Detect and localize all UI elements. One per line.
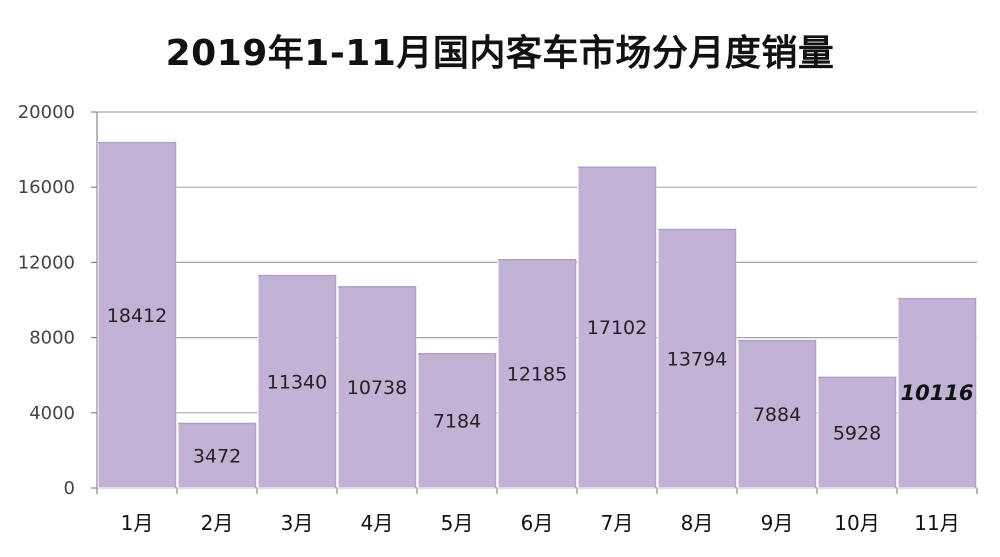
data-label: 10116: [900, 381, 973, 405]
bars: [97, 141, 977, 489]
y-tick-label: 4000: [29, 403, 75, 424]
data-label: 5928: [833, 422, 881, 444]
x-tick-label: 8月: [681, 511, 714, 535]
data-label: 7884: [753, 404, 801, 426]
labels: 18412 3472 11340 10738 7184 12185 17102 13794 78…: [107, 305, 974, 535]
data-label: 13794: [667, 348, 727, 370]
x-tick-label: 7月: [601, 511, 634, 535]
y-tick-label: 0: [64, 478, 75, 499]
bar-6: [497, 258, 577, 489]
bar-2: [177, 422, 257, 489]
x-tick-label: 3月: [281, 511, 314, 535]
data-label: 12185: [507, 363, 567, 385]
bar-5: [417, 352, 497, 489]
x-tick-label: 5月: [441, 511, 474, 535]
bar-7: [577, 165, 657, 489]
bar-10: [817, 376, 897, 489]
data-label: 7184: [433, 410, 481, 432]
data-label: 18412: [107, 305, 167, 327]
bar-1: [97, 141, 177, 489]
x-tick-label: 11月: [914, 511, 959, 535]
x-tick-label: 2月: [201, 511, 234, 535]
bar-11: [897, 297, 977, 489]
x-tick-label: 10月: [834, 511, 879, 535]
data-label: 17102: [587, 317, 647, 339]
y-tick-label: 8000: [29, 328, 75, 349]
x-tick-label: 6月: [521, 511, 554, 535]
data-label: 10738: [347, 377, 407, 399]
chart-title: 2019年1-11月国内客车市场分月度销量: [165, 33, 835, 74]
bar-9: [737, 339, 817, 489]
y-tick-label: 16000: [18, 177, 75, 198]
x-tick-label: 9月: [761, 511, 794, 535]
data-label: 3472: [193, 445, 241, 467]
bar-8: [657, 228, 737, 489]
x-tick-label: 1月: [121, 511, 154, 535]
data-label: 11340: [267, 371, 327, 393]
bar-4: [337, 285, 417, 489]
x-tick-label: 4月: [361, 511, 394, 535]
bar-3: [257, 274, 337, 489]
y-tick-label: 20000: [18, 102, 75, 123]
y-tick-label: 12000: [18, 252, 75, 273]
